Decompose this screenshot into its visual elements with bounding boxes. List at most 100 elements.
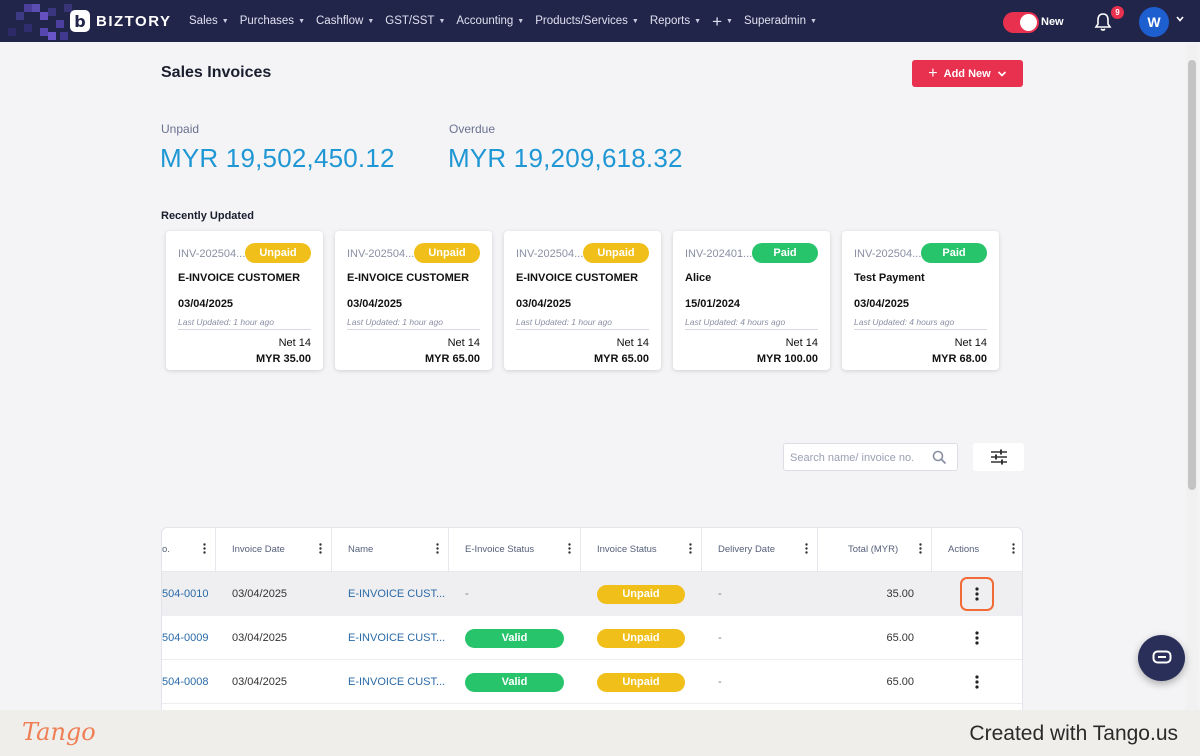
- brand-logo[interactable]: b BIZTORY: [70, 10, 172, 32]
- more-vertical-icon: [975, 675, 979, 689]
- card-divider: [516, 329, 649, 330]
- column-header-invoice-no[interactable]: o.: [162, 528, 216, 572]
- chat-support-button[interactable]: [1138, 635, 1185, 681]
- recently-updated-heading: Recently Updated: [161, 210, 254, 222]
- recent-invoice-card[interactable]: INV-202504... Unpaid E-INVOICE CUSTOMER …: [504, 231, 661, 370]
- overdue-label: Overdue: [449, 122, 496, 136]
- invoice-status-cell: Unpaid: [597, 572, 685, 616]
- recent-invoice-card[interactable]: INV-202504... Unpaid E-INVOICE CUSTOMER …: [166, 231, 323, 370]
- status-badge: Unpaid: [597, 672, 685, 692]
- card-customer-name: E-INVOICE CUSTOMER: [347, 272, 470, 284]
- column-header-name[interactable]: Name: [332, 528, 449, 572]
- column-header-actions[interactable]: Actions: [932, 528, 1022, 572]
- bell-icon[interactable]: [1094, 12, 1112, 32]
- status-badge: Unpaid: [414, 243, 480, 263]
- sliders-icon: [990, 449, 1007, 465]
- card-term: Net 14: [447, 337, 480, 349]
- chevron-down-icon: ▼: [631, 17, 639, 25]
- invoice-number-link[interactable]: 504-0008: [162, 676, 209, 688]
- chevron-down-icon: ▼: [694, 17, 702, 25]
- invoice-number-link[interactable]: 504-0010: [162, 588, 209, 600]
- nav-gst-sst[interactable]: GST/SST ▼: [385, 15, 445, 27]
- add-new-button[interactable]: + Add New: [912, 60, 1023, 87]
- einvoice-status-cell: Valid: [465, 616, 564, 660]
- toggle-label: New: [1041, 16, 1064, 28]
- einvoice-badge: Valid: [465, 672, 564, 692]
- column-menu-icon[interactable]: [436, 543, 439, 554]
- status-badge: Paid: [752, 243, 818, 263]
- column-menu-icon[interactable]: [1012, 543, 1015, 554]
- card-last-updated: Last Updated: 4 hours ago: [685, 317, 786, 327]
- add-new-label: Add New: [943, 67, 991, 80]
- column-header-einvoice-status[interactable]: E-Invoice Status: [449, 528, 581, 572]
- column-menu-icon[interactable]: [203, 543, 206, 554]
- nav-purchases[interactable]: Purchases ▼: [240, 15, 305, 27]
- notification-badge: 9: [1111, 6, 1124, 19]
- column-label: Actions: [948, 544, 980, 555]
- scrollbar-thumb[interactable]: [1188, 60, 1196, 490]
- row-actions-button[interactable]: [960, 665, 994, 699]
- avatar[interactable]: W: [1139, 7, 1169, 37]
- chevron-down-icon: ▼: [726, 17, 733, 25]
- table-row[interactable]: 504-0008 03/04/2025 E-INVOICE CUST... Va…: [162, 660, 1022, 704]
- customer-name-link[interactable]: E-INVOICE CUST...: [348, 676, 446, 688]
- chevron-down-icon: ▼: [809, 17, 817, 25]
- nav-quick-add[interactable]: + ▼: [712, 13, 733, 30]
- column-header-invoice-status[interactable]: Invoice Status: [581, 528, 702, 572]
- recent-invoice-card[interactable]: INV-202401... Paid Alice 15/01/2024 Last…: [673, 231, 830, 370]
- table-row[interactable]: 504-0010 03/04/2025 E-INVOICE CUST... - …: [162, 572, 1022, 616]
- tango-footer: Tango Created with Tango.us: [0, 710, 1200, 756]
- invoice-status-cell: Unpaid: [597, 660, 685, 704]
- card-date: 03/04/2025: [178, 298, 234, 310]
- new-ui-toggle[interactable]: [1003, 12, 1039, 33]
- column-menu-icon[interactable]: [805, 543, 808, 554]
- card-invoice-number: INV-202504...: [854, 248, 922, 260]
- card-invoice-number: INV-202401...: [685, 248, 753, 260]
- recent-invoice-card[interactable]: INV-202504... Unpaid E-INVOICE CUSTOMER …: [335, 231, 492, 370]
- card-last-updated: Last Updated: 1 hour ago: [347, 317, 443, 327]
- column-menu-icon[interactable]: [568, 543, 571, 554]
- search-icon[interactable]: [932, 450, 947, 465]
- status-badge: Unpaid: [583, 243, 649, 263]
- table-row[interactable]: 504-0009 03/04/2025 E-INVOICE CUST... Va…: [162, 616, 1022, 660]
- brand-pixel-pattern: [0, 0, 100, 42]
- column-header-total[interactable]: Total (MYR): [818, 528, 932, 572]
- delivery-date: -: [718, 632, 722, 644]
- nav-products-services[interactable]: Products/Services ▼: [535, 15, 639, 27]
- recent-invoice-card[interactable]: INV-202504... Paid Test Payment 03/04/20…: [842, 231, 999, 370]
- column-label: Invoice Date: [232, 544, 285, 555]
- customer-name-link[interactable]: E-INVOICE CUST...: [348, 588, 446, 600]
- filter-button[interactable]: [973, 443, 1024, 471]
- einvoice-status-cell: Valid: [465, 660, 564, 704]
- customer-name-link[interactable]: E-INVOICE CUST...: [348, 632, 446, 644]
- invoice-total: 35.00: [886, 588, 914, 600]
- nav-label: Cashflow: [316, 15, 364, 27]
- card-divider: [347, 329, 480, 330]
- nav-cashflow[interactable]: Cashflow ▼: [316, 15, 374, 27]
- column-menu-icon[interactable]: [319, 543, 322, 554]
- row-actions-button[interactable]: [960, 621, 994, 655]
- row-actions-button[interactable]: [960, 577, 994, 611]
- nav-sales[interactable]: Sales ▼: [189, 15, 229, 27]
- search-box: [783, 443, 958, 471]
- invoices-table: o. Invoice Date Name E-Invoice Status In…: [161, 527, 1023, 710]
- column-header-delivery-date[interactable]: Delivery Date: [702, 528, 818, 572]
- nav-reports[interactable]: Reports ▼: [650, 15, 701, 27]
- column-label: Invoice Status: [597, 544, 657, 555]
- overdue-total: MYR 19,209,618.32: [448, 143, 683, 173]
- top-navbar: b BIZTORY Sales ▼ Purchases ▼ Cashflow ▼ GS…: [0, 0, 1200, 42]
- invoice-number-link[interactable]: 504-0009: [162, 632, 209, 644]
- nav-label: Sales: [189, 15, 218, 27]
- card-amount: MYR 100.00: [756, 353, 818, 365]
- nav-label: GST/SST: [385, 15, 435, 27]
- chevron-down-icon[interactable]: [1175, 14, 1185, 24]
- column-header-invoice-date[interactable]: Invoice Date: [216, 528, 332, 572]
- search-input[interactable]: [790, 449, 930, 466]
- card-date: 03/04/2025: [854, 298, 910, 310]
- nav-label: Products/Services: [535, 15, 628, 27]
- column-menu-icon[interactable]: [689, 543, 692, 554]
- nav-accounting[interactable]: Accounting ▼: [456, 15, 524, 27]
- column-menu-icon[interactable]: [919, 543, 922, 554]
- nav-superadmin[interactable]: Superadmin ▼: [744, 15, 817, 27]
- status-badge: Unpaid: [245, 243, 311, 263]
